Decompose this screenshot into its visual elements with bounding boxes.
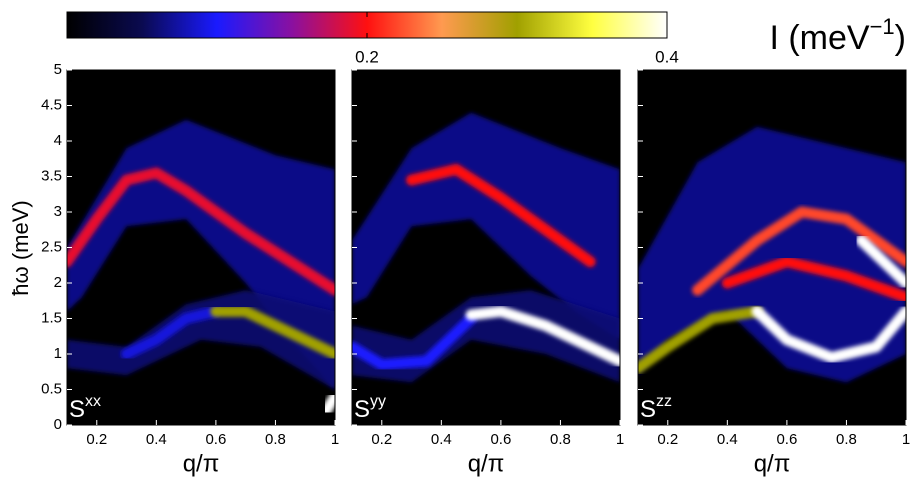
- dispersion-band: [352, 313, 477, 371]
- x-tick-label: 0.8: [550, 431, 571, 448]
- x-tick-label: 0.4: [717, 431, 738, 448]
- y-tick-label: 5: [54, 61, 62, 78]
- x-tick-label: 0.4: [146, 431, 167, 448]
- x-tick-label: 0.6: [490, 431, 511, 448]
- panel-label: Szz: [640, 393, 672, 423]
- y-tick-label: 4.5: [41, 96, 62, 113]
- y-tick-label: 0.5: [41, 380, 62, 397]
- dispersion-band: [67, 167, 335, 296]
- dispersion-band: [692, 206, 906, 296]
- panel-label-sup: zz: [656, 393, 672, 410]
- continuum-region: [67, 290, 335, 390]
- y-tick-label: 2.5: [41, 238, 62, 255]
- x-tick-label: 0.2: [86, 431, 107, 448]
- colorbar-tick-label: 0.2: [355, 47, 379, 66]
- x-tick-label: 0.6: [205, 431, 226, 448]
- dispersion-band: [210, 305, 335, 360]
- y-tick-label: 2: [54, 274, 62, 291]
- panel-label-sup: yy: [370, 393, 386, 410]
- y-tick-label: 1.5: [41, 309, 62, 326]
- panel-plot: [67, 119, 335, 417]
- x-axis-label: q/π: [183, 450, 220, 477]
- y-axis-label: ħω (meV): [8, 200, 33, 295]
- continuum-region: [67, 119, 335, 390]
- x-axis-label: q/π: [468, 450, 505, 477]
- x-tick-label: 1: [902, 431, 910, 448]
- x-axis-label: q/π: [754, 450, 791, 477]
- dispersion-band: [638, 305, 763, 374]
- dispersion-band: [855, 234, 906, 289]
- panel-plot: [352, 112, 620, 383]
- dispersion-band: [465, 305, 620, 367]
- colorbar-tick-label: 0.4: [655, 47, 679, 66]
- y-tick-label: 4: [54, 132, 62, 149]
- dispersion-band: [751, 305, 906, 364]
- x-tick-label: 0.8: [265, 431, 286, 448]
- x-tick-label: 0.2: [371, 431, 392, 448]
- y-tick-label: 3.5: [41, 167, 62, 184]
- panel-plot: [638, 126, 906, 383]
- x-tick-label: 1: [616, 431, 624, 448]
- y-tick-label: 3: [54, 203, 62, 220]
- continuum-region: [352, 112, 620, 340]
- x-tick-label: 1: [331, 431, 339, 448]
- x-tick-label: 0.6: [776, 431, 797, 448]
- panel-label: Sxx: [69, 393, 101, 423]
- y-tick-label: 0: [54, 416, 62, 433]
- colorbar-label: I (meV−1): [769, 14, 906, 57]
- dispersion-band: [406, 163, 596, 268]
- panel-label: Syy: [354, 393, 386, 423]
- dispersion-band: [320, 391, 335, 417]
- panel-label-sup: xx: [85, 393, 101, 410]
- dispersion-band: [721, 256, 906, 303]
- dispersion-band: [121, 305, 222, 360]
- x-tick-label: 0.2: [657, 431, 678, 448]
- x-tick-label: 0.4: [431, 431, 452, 448]
- panel-label-base: S: [69, 396, 85, 423]
- x-tick-label: 0.8: [836, 431, 857, 448]
- panel-label-base: S: [640, 396, 656, 423]
- panel-label-base: S: [354, 396, 370, 423]
- y-tick-label: 1: [54, 345, 62, 362]
